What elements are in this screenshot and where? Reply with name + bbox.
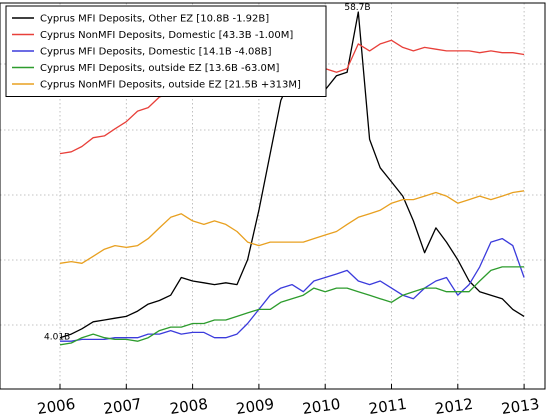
x-tick-label: 2007 [102, 395, 142, 418]
x-tick-label: 2008 [169, 395, 209, 418]
series-line-5 [59, 190, 525, 264]
x-axis-ticks: 2006 2007 2008 2009 2010 2011 2012 2013 [36, 384, 540, 418]
x-tick-label: 2012 [434, 395, 474, 418]
plot-frame [0, 2, 546, 390]
x-tick-label: 2009 [235, 395, 275, 418]
series-line-4 [59, 266, 525, 346]
legend-label-5: Cyprus NonMFI Deposits, outside EZ [21.5… [40, 80, 301, 91]
x-tick-label: 2010 [301, 395, 341, 418]
legend-box [5, 5, 327, 97]
legend: Cyprus MFI Deposits, Other EZ [10.8B -1.… [5, 5, 327, 97]
x-tick-label: 2013 [500, 395, 540, 418]
peak-annotation: 58.7B [344, 3, 370, 13]
annotations: 58.7B 4.01B [44, 3, 371, 343]
x-tick-label: 2006 [36, 395, 76, 418]
legend-label-4: Cyprus MFI Deposits, outside EZ [13.6B -… [40, 63, 279, 74]
x-tick-label: 2011 [368, 395, 408, 418]
start-annotation: 4.01B [44, 333, 70, 343]
legend-label-1: Cyprus MFI Deposits, Other EZ [10.8B -1.… [40, 14, 269, 25]
series-line-3 [60, 237, 525, 342]
legend-label-2: Cyprus NonMFI Deposits, Domestic [43.3B … [40, 30, 293, 41]
legend-label-3: Cyprus MFI Deposits, Domestic [14.1B -4.… [40, 47, 272, 58]
